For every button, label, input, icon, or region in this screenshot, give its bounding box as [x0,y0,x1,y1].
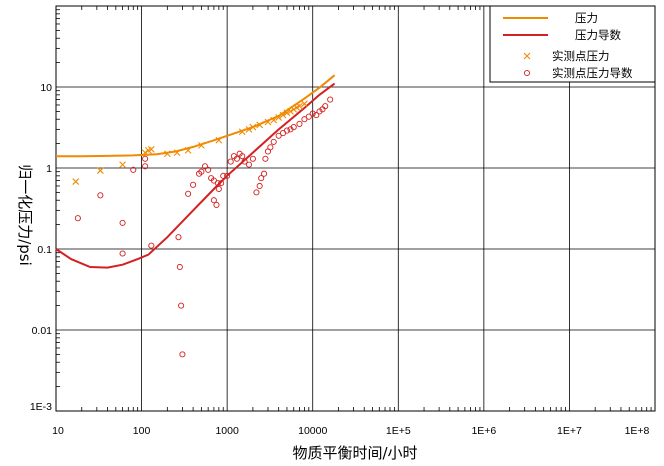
plot-frame [55,5,656,412]
pressure-point [249,123,257,131]
derivative-point [233,155,240,162]
derivative-point [322,103,329,110]
x-tick-label: 1E+7 [557,425,582,437]
derivative-point [218,180,225,187]
pressure-point [283,109,291,117]
derivative-point [214,180,221,187]
pressure-point [238,128,246,136]
derivative-point [220,172,227,179]
derivative-point [261,170,268,177]
pressure-point [290,105,298,113]
pressure-point [72,178,80,185]
pressure-point [173,149,181,156]
derivative-point [224,172,231,179]
pressure-point [197,142,205,149]
derivative-point [327,96,334,103]
pressure-point [163,150,171,158]
derivative-point [178,302,185,309]
derivative-point [270,138,277,145]
pressure-point [245,125,253,133]
series-layer [55,74,336,358]
derivative-point [241,158,248,165]
derivative-point [301,116,308,123]
y-tick-label: 0.01 [32,325,53,337]
derivative-point [148,242,155,249]
legend-label: 压力 [575,11,598,25]
derivative-point [130,166,137,173]
x-tick-label: 10 [52,425,64,437]
pressure-point [96,167,104,174]
derivative-point [74,215,81,222]
derivative-point [205,166,212,173]
x-tick-label: 10000 [298,425,327,437]
y-tick-label: 1E-3 [30,401,52,413]
y-tick-label: 0.1 [37,244,52,256]
y-axis-title: 归一化压力/psi [16,164,34,266]
pressure-point [275,114,283,121]
pressure-point [301,100,308,108]
derivative-point [119,219,126,226]
derivative-point [245,161,253,168]
pressure-point [279,111,287,119]
derivative-point [190,181,197,188]
derivative-point [142,163,149,170]
derivative-point [249,155,256,162]
pressure-point [256,121,264,129]
derivative-point [179,351,186,358]
x-tick-label: 1000 [215,425,239,437]
legend-label: 实测点压力导数 [552,66,633,80]
derivative-point [239,153,246,160]
derivative-point [296,120,303,127]
derivative-point [119,250,126,257]
pressure-point [296,102,303,110]
derivative-point [210,197,217,204]
y-tick-labels: 1E-3 0.01 0.1 1 10 [30,82,52,413]
derivative-point [256,182,263,190]
derivative-point [267,144,274,151]
derivative-point [305,113,312,120]
x-axis-title: 物质平衡时间/小时 [292,444,417,462]
legend-x-swatch [523,52,531,60]
derivative-point [97,192,104,199]
legend-label: 实测点压力 [552,49,610,63]
y-tick-label: 10 [40,82,52,94]
x-tick-label: 1E+6 [471,425,496,437]
pressure-point [215,136,223,144]
x-tick-label: 1E+8 [625,425,650,437]
x-tick-label: 1E+5 [386,425,411,437]
x-tick-labels: 10 100 1000 10000 1E+5 1E+6 1E+7 1E+8 [52,425,649,437]
pressure-point [264,118,272,126]
legend-circle-swatch [523,69,531,77]
derivative-point [262,155,269,162]
derivative-point [253,189,260,196]
derivative-point [185,190,192,197]
derivative-point [258,175,265,182]
pressure-point [270,116,278,124]
pressure-point [119,161,126,169]
pressure-point [287,107,294,115]
derivative-point [309,110,316,117]
derivative-point [275,132,282,139]
derivative-point [175,234,182,241]
pressure-point [184,146,192,154]
derivative-point [215,185,222,193]
derivative-point [290,124,297,131]
derivative-point [142,155,149,162]
derivative-point [227,158,234,165]
derivative-point [201,163,208,170]
derivative-point [198,168,205,175]
x-tick-label: 100 [133,425,151,437]
derivative-point [283,127,291,134]
derivative-point [313,112,320,119]
derivative-line [55,82,336,269]
legend-label: 压力导数 [575,28,621,42]
derivative-point [176,263,183,271]
derivative-point [213,201,220,208]
y-tick-label: 1 [46,163,52,175]
pressure-point [141,149,149,156]
pressure-point [147,145,155,153]
